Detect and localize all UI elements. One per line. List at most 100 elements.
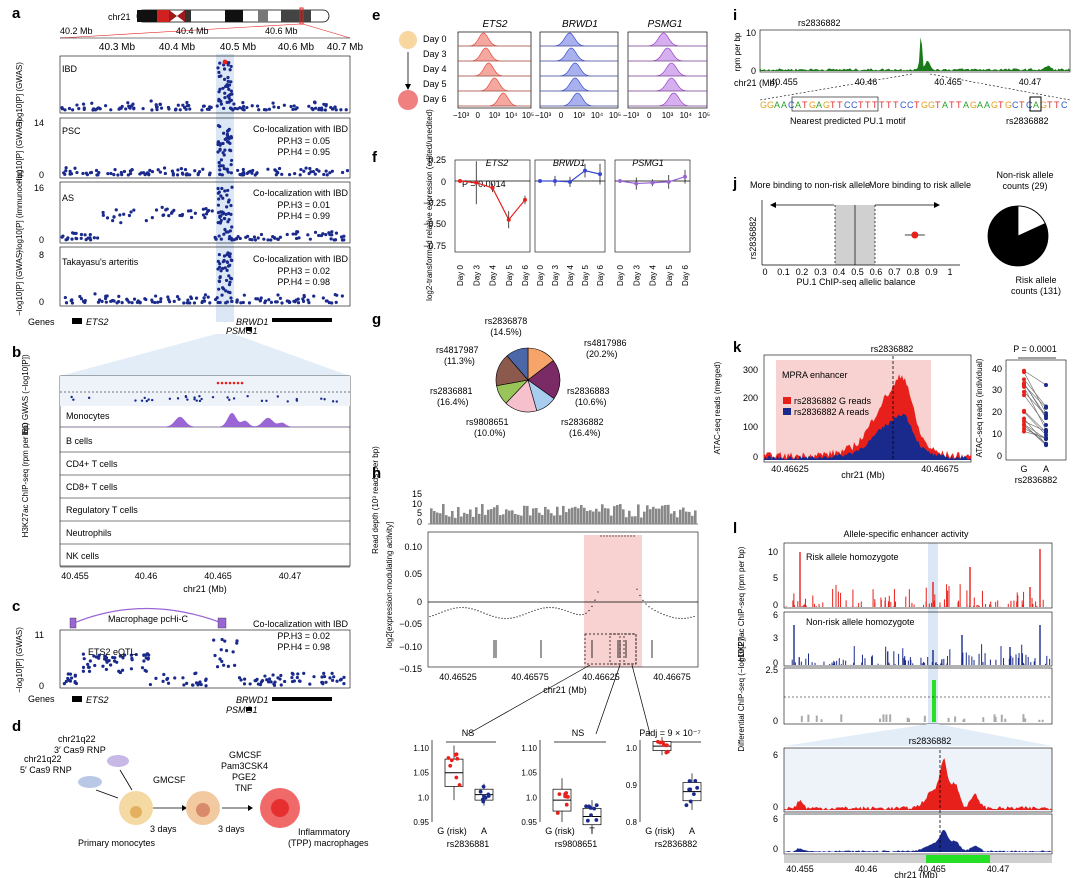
activity-point xyxy=(666,615,668,617)
gwas-point xyxy=(307,301,311,305)
depth-bar xyxy=(436,512,439,524)
gwas-point xyxy=(64,169,68,173)
gwas-point xyxy=(226,188,230,193)
y-tick: 1.0 xyxy=(626,744,638,753)
gwas-point xyxy=(225,132,229,136)
eqtl-point xyxy=(212,638,216,642)
y-tick: 0 xyxy=(773,844,778,854)
pp-h3: PP.H3 = 0.05 xyxy=(277,136,330,146)
gwas-point xyxy=(218,221,222,225)
activity-point xyxy=(447,609,449,611)
eqtl-point xyxy=(67,678,71,682)
gwas-point xyxy=(226,75,230,80)
y-tick: −0.75 xyxy=(423,241,446,251)
h3k27ac-axis-label: H3K27ac ChIP-seq (rpm per bp) xyxy=(21,422,30,537)
diff-bar xyxy=(993,714,996,722)
eqtl-point xyxy=(237,676,242,680)
gwas-point xyxy=(82,106,86,110)
depth-bar xyxy=(595,508,598,524)
activity-point xyxy=(474,609,476,611)
snp-label: rs2836882 xyxy=(655,839,698,849)
panel-label: g xyxy=(372,311,381,328)
depth-bar xyxy=(478,513,481,524)
diff-bar xyxy=(882,714,885,722)
gwas-point xyxy=(312,294,316,298)
atac-a-reads xyxy=(764,413,971,460)
track-frame xyxy=(59,181,351,244)
y-tick: −0.10 xyxy=(399,642,422,652)
gwas-point xyxy=(227,274,231,278)
gwas-point xyxy=(291,232,295,236)
sequence-base: G xyxy=(970,100,977,110)
gwas-point xyxy=(144,219,148,223)
stim-label: PGE2 xyxy=(232,772,256,782)
activity-point xyxy=(552,607,554,609)
diff-bar xyxy=(962,719,965,722)
gwas-point xyxy=(111,299,115,303)
y-axis-label: ATAC-seq reads (merged) xyxy=(713,361,722,454)
gwas-point xyxy=(201,104,206,108)
depth-bar xyxy=(457,507,460,524)
significance-label: Padj = 9 × 10⁻⁷ xyxy=(639,728,701,738)
rnp-icon xyxy=(107,755,129,767)
rnp3-line1: chr21q22 xyxy=(58,734,96,744)
x-tick: 40.46625 xyxy=(771,464,809,474)
eqtl-point xyxy=(173,676,177,680)
group-label: A xyxy=(1043,464,1049,474)
gwas-point xyxy=(217,70,221,74)
depth-bar xyxy=(451,510,454,524)
gwas-point xyxy=(202,299,207,303)
legend-swatch-a xyxy=(783,408,791,415)
gwas-point xyxy=(241,101,245,105)
activity-point xyxy=(510,617,512,619)
x-axis-label: chr21 (Mb) xyxy=(183,584,227,594)
track-name: Takayasu's arteritis xyxy=(62,257,139,267)
gwas-point xyxy=(291,107,295,112)
eqtl-point xyxy=(272,682,276,686)
y-tick: 40 xyxy=(992,364,1002,374)
gwas-point xyxy=(287,299,291,303)
gwas-point xyxy=(221,260,225,264)
day-label: Day 3 xyxy=(423,49,447,59)
gwas-point xyxy=(235,300,239,304)
gwas-point xyxy=(79,236,83,240)
gwas-point xyxy=(145,399,148,403)
y-tick: 5 xyxy=(417,508,422,518)
activity-point xyxy=(525,613,527,615)
gwas-point xyxy=(306,233,310,237)
gwas-point xyxy=(150,108,154,112)
x-tick: −10³ xyxy=(453,111,470,120)
data-point xyxy=(568,179,572,184)
data-point xyxy=(458,179,462,183)
activity-point xyxy=(534,609,536,611)
gwas-point xyxy=(225,193,229,197)
box-point xyxy=(555,811,560,815)
x-tick: 10³ xyxy=(489,111,501,120)
pp-h3: PP.H3 = 0.02 xyxy=(277,266,330,276)
coloc-label: Co-localization with IBD xyxy=(253,619,349,629)
gwas-point xyxy=(198,399,202,403)
gwas-point xyxy=(311,108,315,112)
gwas-point xyxy=(226,200,231,204)
activity-point xyxy=(495,616,497,618)
y-tick: 20 xyxy=(992,407,1002,417)
panel-d: chr21q22 3′ Cas9 RNP chr21q22 5′ Cas9 RN… xyxy=(20,734,369,848)
gwas-point xyxy=(224,289,228,293)
gene-brwd1: BRWD1 xyxy=(236,317,268,327)
gwas-point xyxy=(104,300,108,304)
lead-snp-point xyxy=(222,59,228,65)
x-tick: 10³ xyxy=(662,111,674,120)
gwas-point xyxy=(276,395,279,398)
x-tick: Day 4 xyxy=(649,265,658,286)
eqtl-point xyxy=(224,649,229,653)
y-axis-label: ATAC-seq reads (individual) xyxy=(975,358,984,457)
gwas-point xyxy=(93,108,98,112)
eqtl-point xyxy=(204,684,208,688)
panel-title: Allele-specific enhancer activity xyxy=(843,529,969,539)
gwas-point xyxy=(120,301,124,305)
gwas-point xyxy=(267,107,272,111)
nonrisk-zoom-signal xyxy=(784,830,1052,852)
diff-peak-bar xyxy=(932,680,936,722)
eqtl-point xyxy=(220,637,224,642)
eqtl-point xyxy=(290,679,295,684)
